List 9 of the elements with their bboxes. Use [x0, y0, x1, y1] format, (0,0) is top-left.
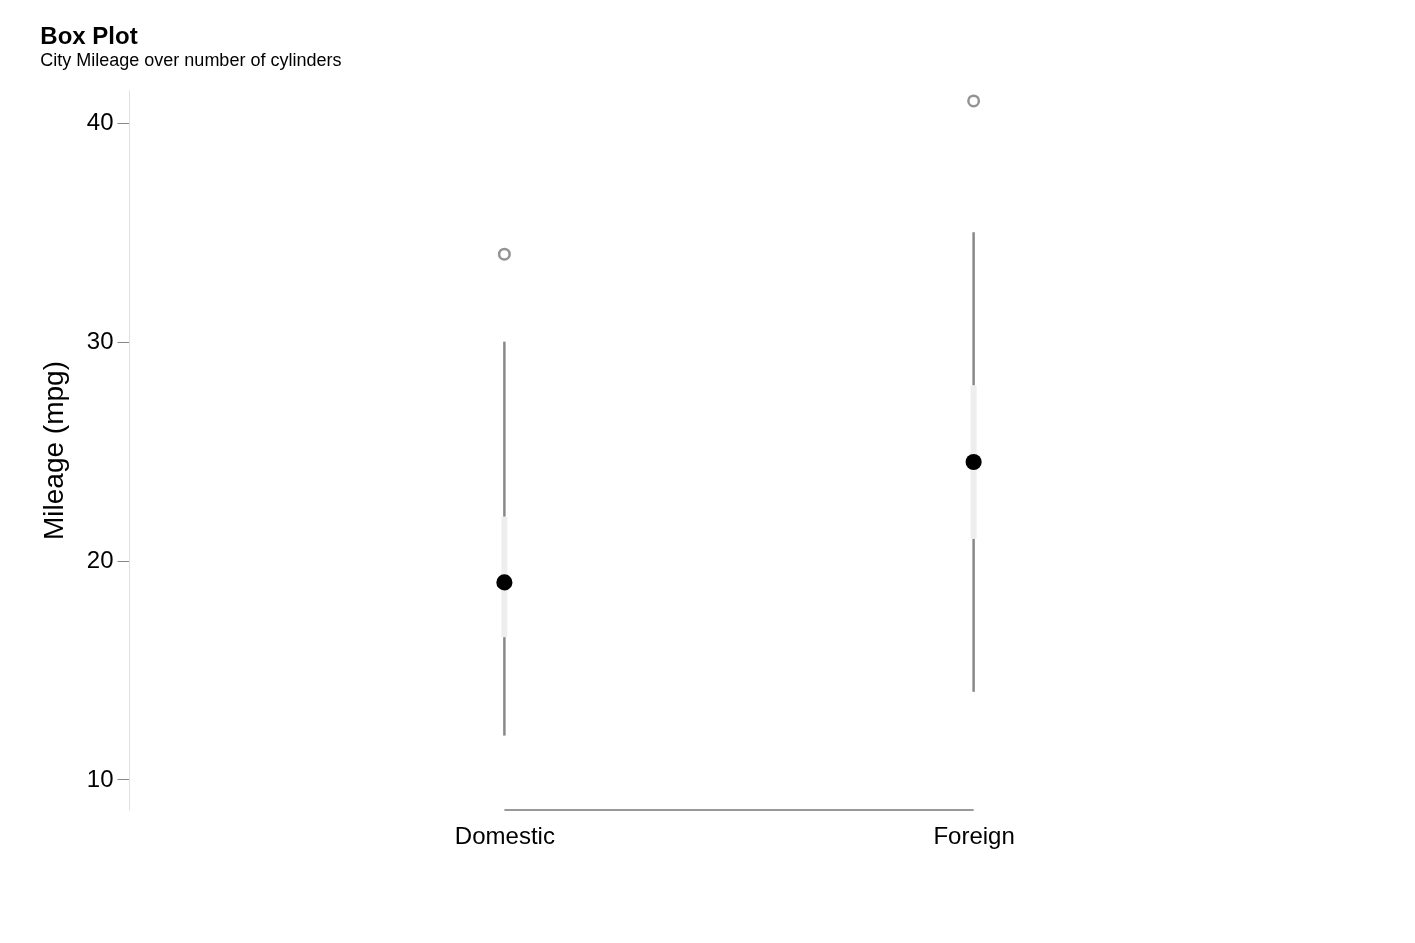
chart-subtitle: City Mileage over number of cylinders: [40, 50, 342, 70]
x-tick-label: Foreign: [933, 821, 1015, 849]
y-tick-label: 10: [86, 764, 114, 792]
x-tick-label: Domestic: [454, 821, 555, 849]
y-axis-title: Mileage (mpg): [37, 361, 69, 540]
y-tick-label: 30: [86, 327, 114, 355]
y-tick-label: 40: [86, 108, 114, 136]
chart-title: Box Plot: [40, 22, 138, 49]
y-tick-label: 20: [86, 546, 114, 574]
